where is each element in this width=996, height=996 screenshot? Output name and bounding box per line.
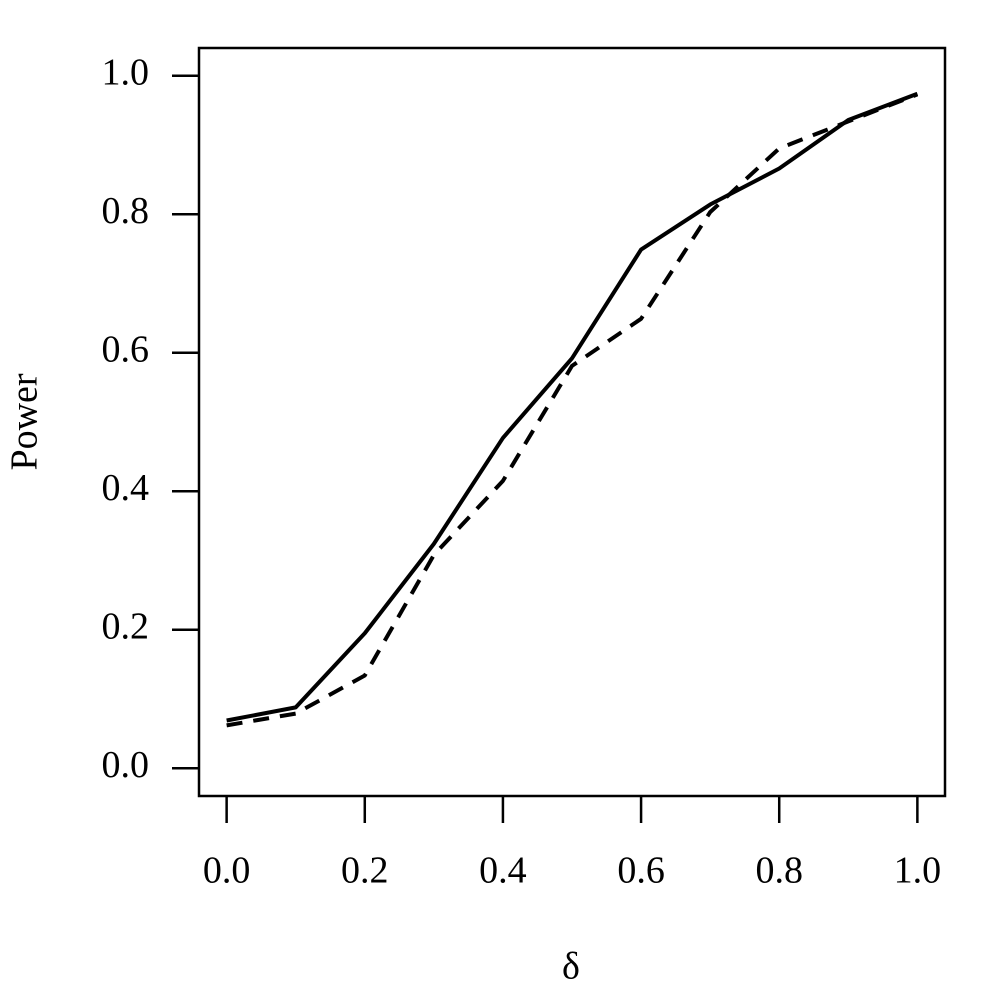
y-tick-label: 0.4 — [102, 467, 150, 509]
x-tick-label: 0.2 — [341, 850, 389, 892]
y-tick-label: 1.0 — [102, 51, 150, 93]
y-tick-label: 0.8 — [102, 190, 150, 232]
x-tick-label: 0.8 — [755, 850, 803, 892]
y-axis-label: Power — [4, 373, 46, 470]
x-axis-label: δ — [562, 946, 580, 988]
y-tick-label: 0.2 — [102, 605, 150, 647]
plot-frame — [197, 46, 947, 798]
y-tick-label: 0.0 — [102, 744, 150, 786]
data-line — [226, 92, 919, 728]
y-tick-label: 0.6 — [102, 328, 150, 370]
data-line — [226, 91, 919, 723]
x-tick-label: 0.0 — [203, 850, 251, 892]
x-tick-label: 0.6 — [617, 850, 665, 892]
x-tick-label: 0.4 — [479, 850, 527, 892]
x-tick-label: 1.0 — [894, 850, 942, 892]
